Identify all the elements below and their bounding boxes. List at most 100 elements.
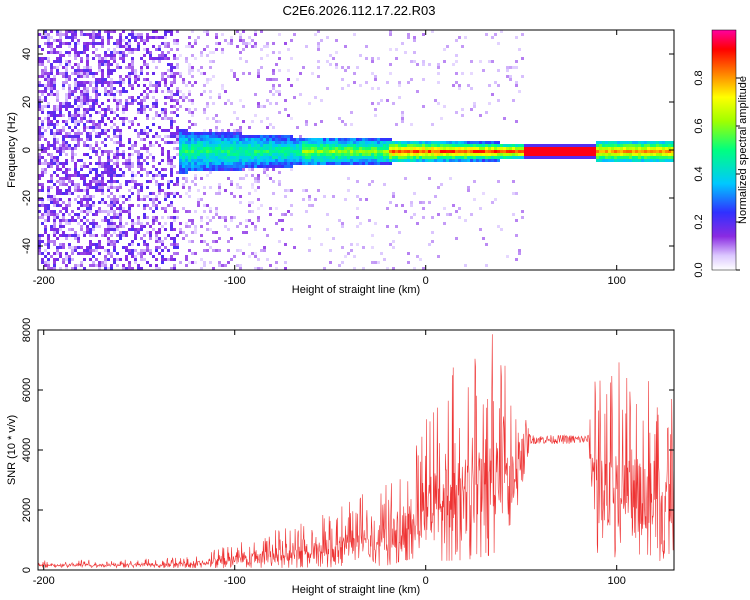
heatmap-cell: [53, 231, 56, 234]
heatmap-cell: [188, 153, 191, 156]
heatmap-cell: [287, 159, 290, 162]
heatmap-cell: [428, 144, 431, 147]
heatmap-cell: [350, 150, 353, 153]
heatmap-cell: [152, 228, 155, 231]
heatmap-cell: [92, 30, 95, 33]
heatmap-cell: [107, 213, 110, 216]
heatmap-cell: [308, 102, 311, 105]
heatmap-cell: [113, 57, 116, 60]
heatmap-cell: [167, 30, 170, 33]
heatmap-cell: [395, 123, 398, 126]
heatmap-cell: [116, 147, 119, 150]
heatmap-cell: [86, 57, 89, 60]
heatmap-cell: [380, 99, 383, 102]
heatmap-cell: [170, 192, 173, 195]
heatmap-cell: [515, 66, 518, 69]
heatmap-cell: [248, 168, 251, 171]
heatmap-cell: [152, 210, 155, 213]
heatmap-cell: [122, 78, 125, 81]
heatmap-cell: [497, 84, 500, 87]
heatmap-cell: [59, 132, 62, 135]
heatmap-cell: [140, 267, 143, 270]
heatmap-cell: [50, 78, 53, 81]
heatmap-cell: [80, 198, 83, 201]
heatmap-cell: [254, 141, 257, 144]
heatmap-cell: [68, 63, 71, 66]
heatmap-cell: [143, 96, 146, 99]
heatmap-cell: [266, 150, 269, 153]
heatmap-cell: [65, 207, 68, 210]
heatmap-cell: [158, 183, 161, 186]
heatmap-cell: [86, 102, 89, 105]
heatmap-cell: [191, 69, 194, 72]
heatmap-cell: [89, 186, 92, 189]
heatmap-cell: [182, 177, 185, 180]
snr-y-label: SNR (10 * v/v): [6, 415, 18, 485]
heatmap-cell: [176, 216, 179, 219]
heatmap-cell: [41, 147, 44, 150]
heatmap-cell: [41, 261, 44, 264]
heatmap-cell: [386, 225, 389, 228]
heatmap-cell: [239, 186, 242, 189]
heatmap-cell: [533, 150, 536, 153]
heatmap-cell: [65, 108, 68, 111]
heatmap-cell: [185, 222, 188, 225]
heatmap-cell: [167, 192, 170, 195]
heatmap-cell: [323, 144, 326, 147]
heatmap-cell: [182, 78, 185, 81]
heatmap-cell: [557, 150, 560, 153]
heatmap-cell: [77, 237, 80, 240]
heatmap-cell: [170, 123, 173, 126]
heatmap-cell: [368, 156, 371, 159]
heatmap-cell: [323, 267, 326, 270]
heatmap-cell: [398, 81, 401, 84]
heatmap-cell: [176, 246, 179, 249]
heatmap-cell: [140, 39, 143, 42]
heatmap-cell: [83, 90, 86, 93]
heatmap-cell: [92, 129, 95, 132]
heatmap-cell: [59, 219, 62, 222]
heatmap-cell: [356, 156, 359, 159]
heatmap-cell: [611, 147, 614, 150]
heatmap-cell: [101, 261, 104, 264]
heatmap-cell: [413, 60, 416, 63]
heatmap-cell: [404, 141, 407, 144]
heatmap-cell: [506, 69, 509, 72]
heatmap-cell: [218, 132, 221, 135]
heatmap-cell: [95, 96, 98, 99]
heatmap-cell: [116, 228, 119, 231]
heatmap-cell: [164, 72, 167, 75]
heatmap-cell: [131, 33, 134, 36]
heatmap-cell: [200, 135, 203, 138]
heatmap-cell: [584, 153, 587, 156]
heatmap-cell: [254, 45, 257, 48]
heatmap-cell: [47, 207, 50, 210]
heatmap-cell: [164, 135, 167, 138]
heatmap-cell: [569, 150, 572, 153]
heatmap-cell: [62, 120, 65, 123]
heatmap-cell: [467, 186, 470, 189]
heatmap-cell: [197, 147, 200, 150]
heatmap-cell: [257, 75, 260, 78]
heatmap-cell: [218, 120, 221, 123]
heatmap-cell: [191, 231, 194, 234]
heatmap-cell: [185, 234, 188, 237]
heatmap-cell: [356, 207, 359, 210]
heatmap-cell: [425, 150, 428, 153]
heatmap-cell: [500, 150, 503, 153]
heatmap-cell: [104, 150, 107, 153]
heatmap-cell: [128, 249, 131, 252]
heatmap-cell: [629, 153, 632, 156]
heatmap-cell: [95, 186, 98, 189]
heatmap-cell: [221, 135, 224, 138]
heatmap-cell: [47, 102, 50, 105]
heatmap-cell: [341, 144, 344, 147]
colorbar: [711, 29, 737, 271]
heatmap-cell: [161, 42, 164, 45]
heatmap-cell: [305, 147, 308, 150]
heatmap-cell: [602, 156, 605, 159]
heatmap-cell: [371, 60, 374, 63]
heatmap-cell: [80, 90, 83, 93]
heatmap-cell: [110, 243, 113, 246]
heatmap-cell: [218, 216, 221, 219]
